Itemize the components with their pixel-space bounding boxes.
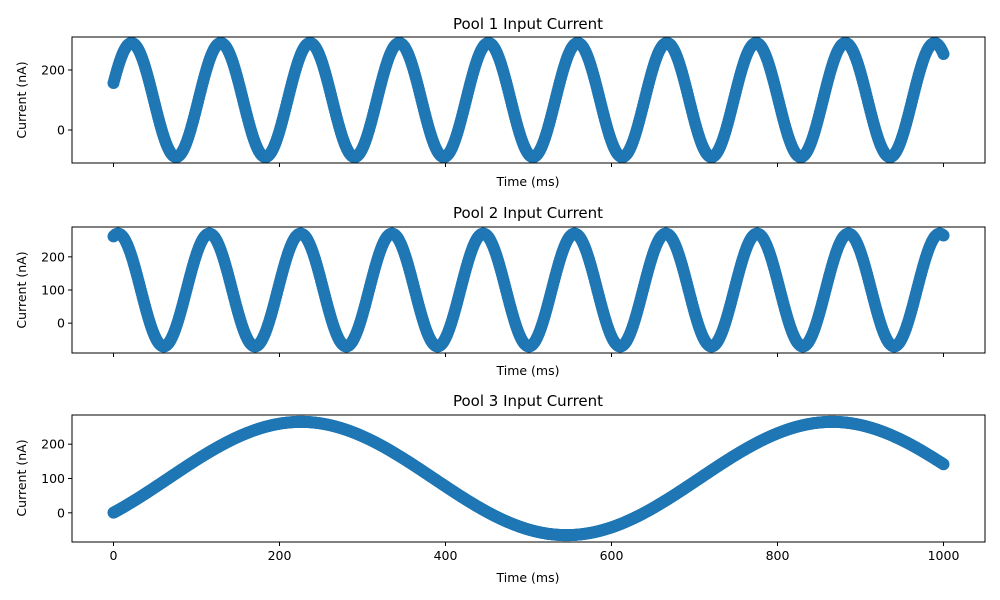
- panel-3: Pool 3 Input Current 0 200 400 600 800 1000 0…: [14, 392, 986, 585]
- x-tick-label: 400: [434, 548, 458, 563]
- x-tick-label: 0: [110, 548, 118, 563]
- x-tick-label: 600: [600, 548, 624, 563]
- panel-3-plot-area: [107, 415, 950, 542]
- x-tick-label: 800: [766, 548, 790, 563]
- data-point: [937, 47, 950, 60]
- panel-1: Pool 1 Input Current 0 200 Time (ms) Curr…: [14, 15, 986, 189]
- panel-1-axes-frame: [71, 36, 986, 164]
- y-tick-label: 0: [57, 505, 65, 520]
- panel-1-x-axis: [113, 163, 944, 167]
- panel-2-x-axis: [113, 353, 944, 357]
- panel-3-x-axis-label: Time (ms): [495, 570, 559, 585]
- panel-1-x-axis-label: Time (ms): [495, 174, 559, 189]
- panel-2: Pool 2 Input Current 0 100 200 Time (ms) C…: [14, 204, 986, 378]
- panel-1-y-axis-label: Current (nA): [14, 61, 29, 138]
- x-tick-label: 200: [268, 548, 292, 563]
- panel-3-x-axis: 0 200 400 600 800 1000: [110, 542, 960, 563]
- y-tick-label: 200: [41, 249, 65, 264]
- y-tick-label: 200: [41, 437, 65, 452]
- panel-2-title: Pool 2 Input Current: [453, 204, 603, 222]
- panel-3-y-axis: 0 100 200: [41, 437, 72, 520]
- panel-1-y-axis: 0 200: [41, 63, 72, 138]
- panel-2-y-axis: 0 100 200: [41, 249, 72, 331]
- panel-2-x-axis-label: Time (ms): [495, 363, 559, 378]
- y-tick-label: 200: [41, 63, 65, 78]
- data-point: [937, 458, 950, 471]
- panel-1-title: Pool 1 Input Current: [453, 15, 603, 33]
- panel-2-y-axis-label: Current (nA): [14, 251, 29, 328]
- panel-3-y-axis-label: Current (nA): [14, 439, 29, 516]
- y-tick-label: 100: [41, 471, 65, 486]
- y-tick-label: 0: [57, 123, 65, 138]
- data-point: [937, 229, 950, 242]
- panel-1-plot-area: [107, 37, 950, 163]
- y-tick-label: 0: [57, 316, 65, 331]
- panel-2-plot-area: [107, 227, 950, 353]
- panel-3-title: Pool 3 Input Current: [453, 392, 603, 410]
- y-tick-label: 100: [41, 283, 65, 298]
- x-tick-label: 1000: [928, 548, 960, 563]
